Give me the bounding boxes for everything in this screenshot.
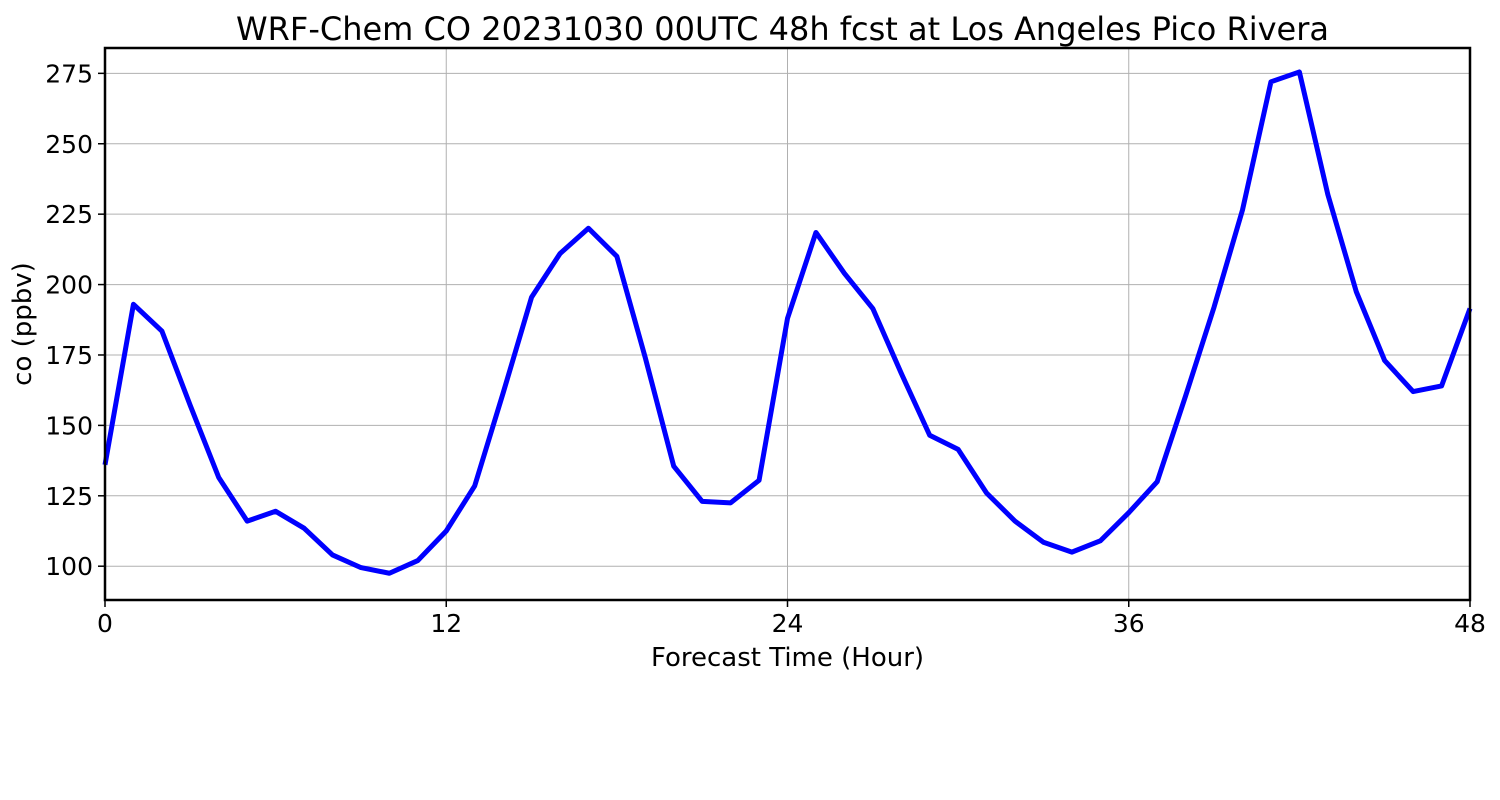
y-tick-label: 200: [45, 271, 93, 300]
grid: [104, 48, 1471, 600]
y-tick-label: 125: [45, 482, 93, 511]
y-tick-label: 275: [45, 59, 93, 88]
y-tick-label: 250: [45, 130, 93, 159]
series-layer: [102, 69, 1473, 576]
ticks: 0 12 24 36 48 100 125 150 175 200 225 250 275: [45, 59, 1486, 638]
x-tick-label: 24: [772, 609, 804, 638]
y-tick-label: 150: [45, 411, 93, 440]
y-axis-title: co (ppbv): [8, 262, 38, 386]
chart-title: WRF-Chem CO 20231030 00UTC 48h fcst at L…: [236, 10, 1329, 48]
x-axis-title: Forecast Time (Hour): [651, 643, 924, 673]
x-tick-label: 36: [1113, 609, 1145, 638]
x-tick-label: 12: [430, 609, 462, 638]
y-tick-label: 225: [45, 200, 93, 229]
x-tick-label: 0: [97, 609, 113, 638]
y-tick-label: 175: [45, 341, 93, 370]
series-line: [102, 69, 1473, 576]
y-tick-label: 100: [45, 552, 93, 581]
x-tick-label: 48: [1454, 609, 1486, 638]
